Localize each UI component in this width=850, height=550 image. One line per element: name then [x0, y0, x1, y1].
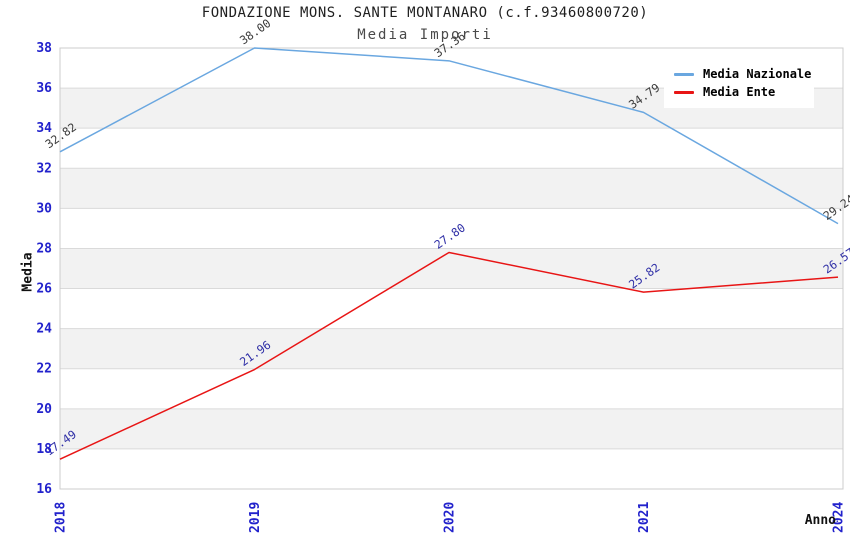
y-tick-label: 24 — [36, 322, 52, 337]
y-tick-label: 28 — [36, 241, 52, 256]
series-line-media-nazionale — [59, 47, 839, 225]
band — [60, 248, 843, 289]
y-tick-labels: 16 18 20 22 24 26 28 30 32 34 36 38 — [36, 41, 52, 497]
y-tick-label: 18 — [36, 442, 52, 457]
legend-swatch-media-ente-icon — [674, 90, 694, 94]
y-tick-label: 22 — [36, 362, 52, 377]
band — [60, 168, 843, 209]
x-tick-label: 2021 — [637, 502, 652, 533]
point-label: 27.80 — [432, 220, 468, 251]
y-tick-label: 26 — [36, 282, 52, 297]
band — [60, 328, 843, 369]
y-tick-label: 30 — [36, 201, 52, 216]
plot-border — [59, 47, 844, 490]
x-tick-label: 2019 — [248, 502, 263, 533]
legend-label-media-nazionale: Media Nazionale — [703, 67, 812, 81]
y-tick-label: 36 — [36, 81, 52, 96]
y-tick-label: 20 — [36, 402, 52, 417]
gridlines — [59, 47, 844, 490]
legend-item-media-nazionale: Media Nazionale — [674, 65, 812, 83]
chart-title: FONDAZIONE MONS. SANTE MONTANARO (c.f.93… — [201, 5, 649, 21]
legend-item-media-ente: Media Ente — [674, 83, 808, 101]
chart-subtitle: Media Importi — [357, 27, 493, 43]
x-axis-title: Anno — [804, 513, 836, 528]
y-tick-label: 32 — [36, 161, 52, 176]
x-tick-label: 2024 — [832, 502, 847, 533]
band — [60, 408, 843, 449]
x-tick-label: 2018 — [54, 502, 69, 533]
x-tick-labels: 2018 2019 2020 2021 2024 — [54, 502, 847, 533]
y-axis-title: Media — [20, 252, 36, 292]
series-line-media-ente — [59, 251, 839, 460]
background-bands — [60, 88, 843, 449]
x-tick-label: 2020 — [443, 502, 458, 533]
legend-label-media-ente: Media Ente — [703, 85, 776, 99]
y-tick-label: 16 — [36, 482, 52, 497]
legend: Media Nazionale Media Ente — [664, 57, 814, 108]
legend-swatch-media-nazionale-icon — [674, 72, 694, 76]
y-tick-label: 34 — [36, 121, 52, 136]
y-tick-label: 38 — [36, 41, 52, 56]
